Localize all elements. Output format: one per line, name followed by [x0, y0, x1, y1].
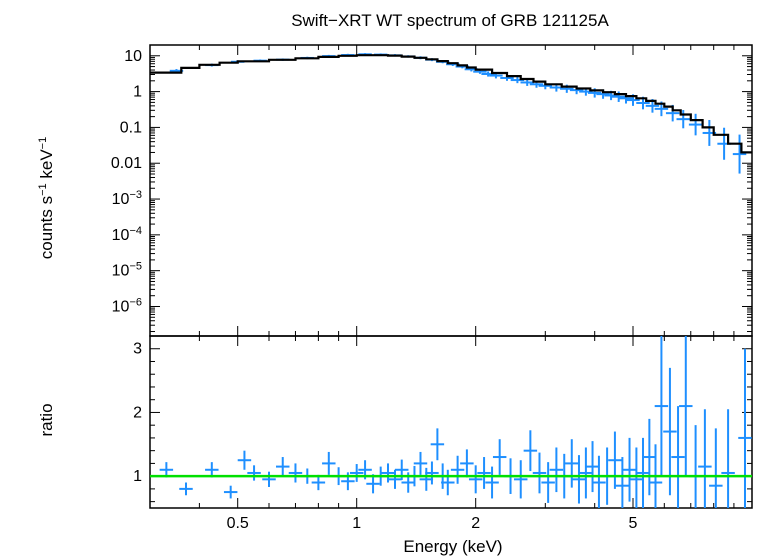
ratio-frame — [149, 335, 753, 509]
x-tick-label: 1 — [352, 515, 361, 532]
chart-title: Swift−XRT WT spectrum of GRB 121125A — [291, 11, 609, 30]
ratio-y-tick-label: 3 — [133, 341, 142, 358]
spectrum-y-tick-label: 0.1 — [120, 119, 142, 136]
spectrum-y-tick-label: 10−6 — [112, 296, 142, 315]
spectrum-y-tick-label: 10 — [124, 48, 142, 65]
spectrum-y-tick-label: 1 — [133, 84, 142, 101]
ratio-panel: 0.5 1 2 5 1 2 3 — [133, 335, 753, 532]
x-tick-label: 5 — [629, 515, 638, 532]
spectrum-y-tick-label: 10−3 — [112, 189, 142, 208]
x-tick-label: 2 — [471, 515, 480, 532]
spectrum-y-axis-label: counts s−1 keV−1 — [37, 137, 56, 259]
x-axis-label: Energy (keV) — [403, 537, 502, 556]
spectrum-y-tick-label: 10−4 — [112, 225, 142, 244]
ratio-y-axis-label: ratio — [37, 403, 56, 436]
spectrum-y-tick-label: 10−5 — [112, 261, 142, 280]
spectrum-y-tick-label: 0.01 — [111, 155, 142, 172]
spectrum-panel: 10 1 0.1 0.01 10−3 10−4 10−5 10−6 — [111, 44, 753, 337]
ratio-y-tick-label: 2 — [133, 404, 142, 421]
ratio-y-tick-label: 1 — [133, 468, 142, 485]
spectrum-frame — [149, 44, 753, 337]
model-step-line — [150, 54, 752, 154]
x-tick-label: 0.5 — [227, 515, 249, 532]
